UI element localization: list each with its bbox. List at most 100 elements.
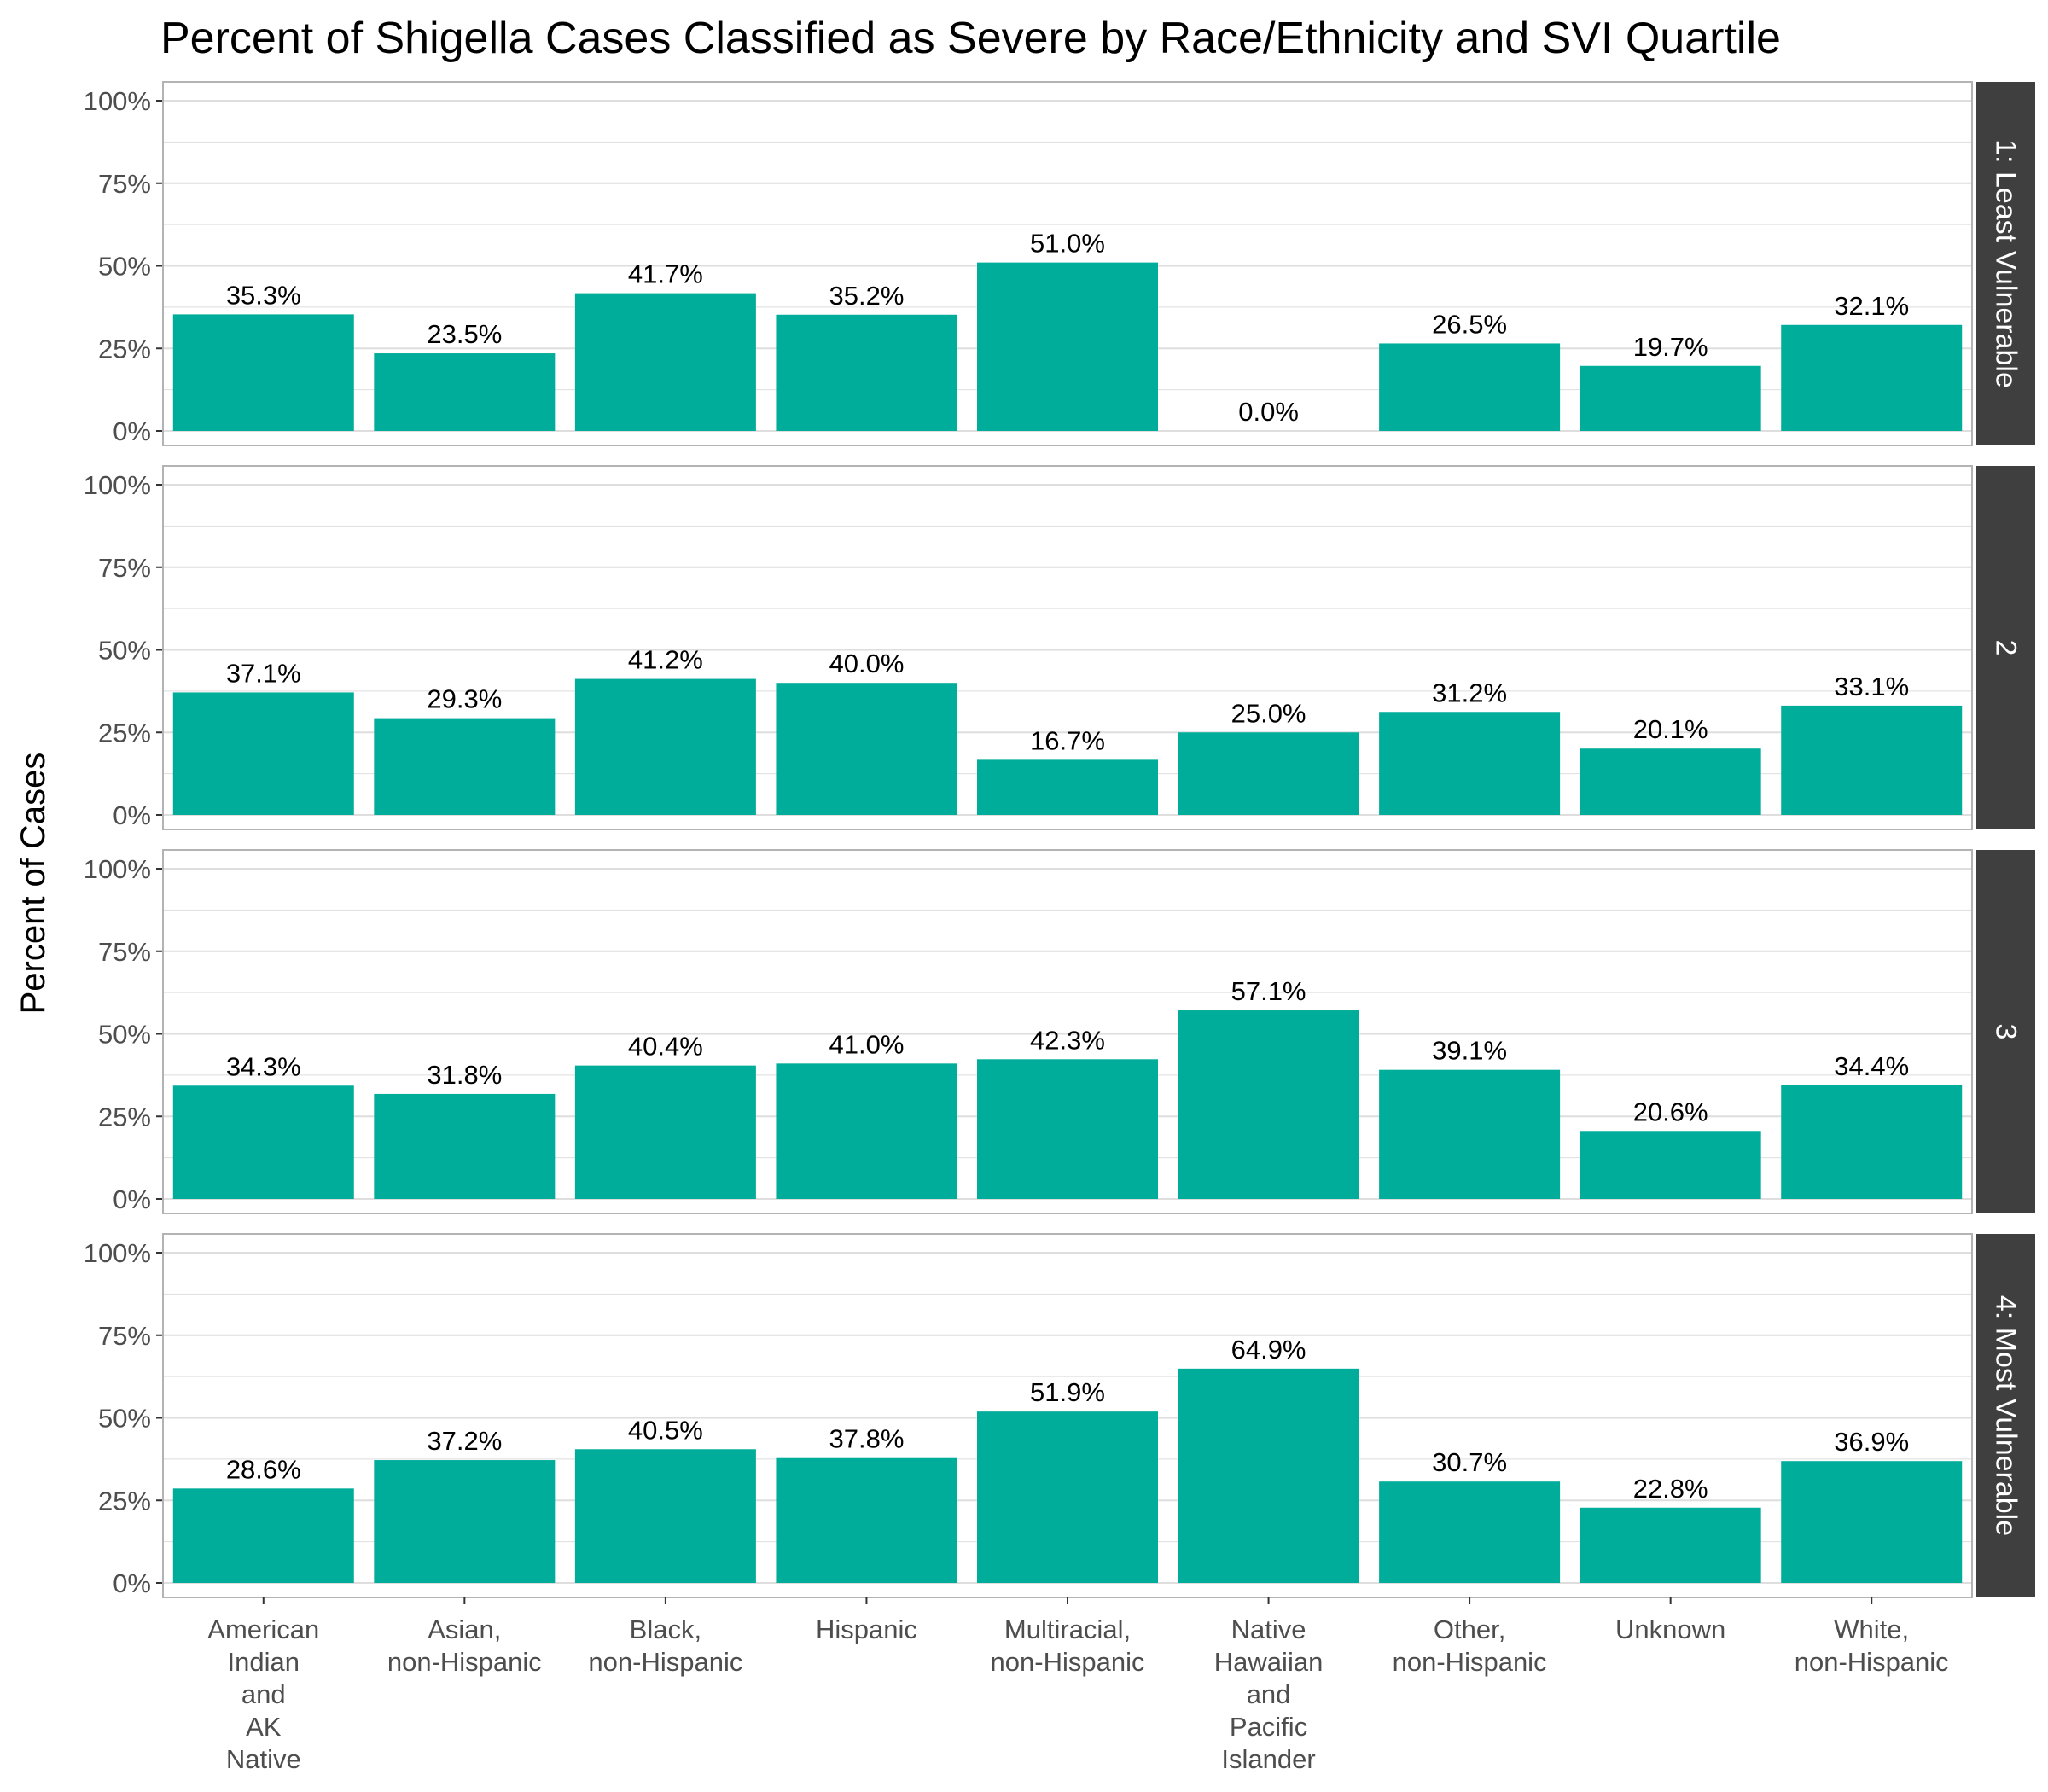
- y-tick-label: 50%: [98, 1404, 151, 1434]
- bar: [1379, 1481, 1561, 1583]
- bar: [1379, 712, 1561, 815]
- data-label: 51.9%: [1030, 1377, 1105, 1407]
- data-label: 37.8%: [829, 1424, 904, 1454]
- data-label: 34.4%: [1834, 1051, 1909, 1081]
- bar: [776, 314, 957, 431]
- bar: [977, 759, 1158, 815]
- panel-border: [162, 465, 1973, 830]
- bar: [374, 353, 556, 431]
- bar: [1379, 343, 1561, 431]
- facet-strip-label: 3: [1990, 1024, 2022, 1040]
- facet-strip: [1976, 1234, 2035, 1597]
- panel-border: [162, 81, 1973, 446]
- bar: [172, 1085, 354, 1199]
- y-tick-label: 75%: [98, 553, 151, 583]
- data-label: 57.1%: [1231, 976, 1306, 1006]
- bar: [1178, 1010, 1359, 1199]
- bar: [1580, 748, 1761, 815]
- data-label: 40.4%: [628, 1032, 703, 1062]
- bar: [776, 1063, 957, 1199]
- x-tick-label: Multiracial, non-Hispanic: [991, 1615, 1145, 1677]
- data-label: 41.2%: [628, 645, 703, 675]
- x-tick-label: Native Hawaiian and Pacific Islander: [1214, 1615, 1324, 1774]
- data-label: 30.7%: [1432, 1447, 1507, 1477]
- data-label: 34.3%: [226, 1051, 301, 1081]
- bar: [574, 293, 756, 431]
- data-label: 64.9%: [1231, 1335, 1306, 1364]
- facet-panel: 0% 25% 50% 75% 100% 37.1% 29.3% 41.2% 40.0% 16.7%…: [84, 465, 2035, 830]
- y-tick-label: 25%: [98, 1102, 151, 1132]
- facet-panels: 0% 25% 50% 75% 100% 35.3% 23.5% 41.7% 35.2% 51.0%…: [84, 81, 2035, 1598]
- y-tick-label: 75%: [98, 169, 151, 199]
- data-label: 28.6%: [226, 1454, 301, 1484]
- x-tick-label: Asian, non-Hispanic: [387, 1615, 542, 1677]
- bar: [1178, 732, 1359, 815]
- data-label: 37.2%: [427, 1426, 502, 1456]
- bar: [977, 1059, 1158, 1199]
- bar: [1781, 1085, 1963, 1199]
- facet-strip: [1976, 850, 2035, 1213]
- facet-panel: 0% 25% 50% 75% 100% 28.6% 37.2% 40.5% 37.8% 51.9%…: [84, 1233, 2035, 1598]
- y-tick-label: 100%: [84, 854, 151, 884]
- y-tick-label: 75%: [98, 1321, 151, 1351]
- y-tick-label: 75%: [98, 937, 151, 967]
- x-tick-label: Hispanic: [816, 1615, 917, 1644]
- y-tick-label: 50%: [98, 252, 151, 282]
- data-label: 31.2%: [1432, 678, 1507, 707]
- data-label: 40.5%: [628, 1415, 703, 1445]
- bar: [776, 683, 957, 815]
- data-label: 51.0%: [1030, 229, 1105, 259]
- facet-strip: [1976, 82, 2035, 445]
- facet-panel: 0% 25% 50% 75% 100% 34.3% 31.8% 40.4% 41.0% 42.3%…: [84, 849, 2035, 1214]
- facet-strip-label: 2: [1990, 640, 2022, 656]
- bar: [1580, 365, 1761, 431]
- data-label: 20.1%: [1633, 714, 1708, 744]
- data-label: 37.1%: [226, 658, 301, 688]
- y-tick-label: 100%: [84, 470, 151, 500]
- x-tick-label: Black, non-Hispanic: [588, 1615, 742, 1677]
- y-tick-label: 0%: [113, 1184, 151, 1214]
- bar: [1781, 705, 1963, 815]
- y-tick-label: 100%: [84, 1238, 151, 1268]
- facet-panel: 0% 25% 50% 75% 100% 35.3% 23.5% 41.7% 35.2% 51.0%…: [84, 81, 2035, 446]
- bar: [1580, 1507, 1761, 1583]
- bar: [776, 1457, 957, 1583]
- data-label: 32.1%: [1834, 291, 1909, 321]
- data-label: 19.7%: [1633, 332, 1708, 362]
- data-label: 41.7%: [628, 259, 703, 289]
- chart-title: Percent of Shigella Cases Classified as …: [160, 14, 1781, 63]
- y-tick-label: 0%: [113, 416, 151, 446]
- data-label: 35.2%: [829, 281, 904, 311]
- data-label: 0.0%: [1238, 397, 1299, 427]
- data-label: 41.0%: [829, 1029, 904, 1059]
- x-tick-label: Unknown: [1615, 1615, 1725, 1644]
- bar: [977, 262, 1158, 431]
- data-label: 42.3%: [1030, 1025, 1105, 1055]
- x-axis-tick-labels: American Indian and AK Native Asian, non-Hispa…: [207, 1597, 1949, 1774]
- data-label: 39.1%: [1432, 1036, 1507, 1066]
- data-label: 29.3%: [427, 684, 502, 714]
- x-tick-label: White, non-Hispanic: [1795, 1615, 1949, 1677]
- data-label: 33.1%: [1834, 672, 1909, 701]
- data-label: 36.9%: [1834, 1427, 1909, 1457]
- facet-strip: [1976, 466, 2035, 829]
- bar: [574, 1065, 756, 1199]
- bar: [574, 1449, 756, 1583]
- bar: [977, 1411, 1158, 1583]
- panel-border: [162, 849, 1973, 1214]
- y-tick-label: 50%: [98, 636, 151, 666]
- facet-strip-label: 1: Least Vulnerable: [1990, 139, 2022, 388]
- data-label: 31.8%: [427, 1060, 502, 1090]
- bar: [574, 678, 756, 815]
- bar: [1781, 1461, 1963, 1583]
- bar: [172, 314, 354, 431]
- data-label: 22.8%: [1633, 1474, 1708, 1504]
- y-tick-label: 0%: [113, 800, 151, 830]
- data-label: 20.6%: [1633, 1097, 1708, 1126]
- y-tick-label: 25%: [98, 718, 151, 748]
- bar: [1379, 1069, 1561, 1199]
- x-tick-label: American Indian and AK Native: [207, 1615, 319, 1774]
- x-tick-label: Other, non-Hispanic: [1393, 1615, 1547, 1677]
- data-label: 26.5%: [1432, 309, 1507, 339]
- bar: [374, 1460, 556, 1583]
